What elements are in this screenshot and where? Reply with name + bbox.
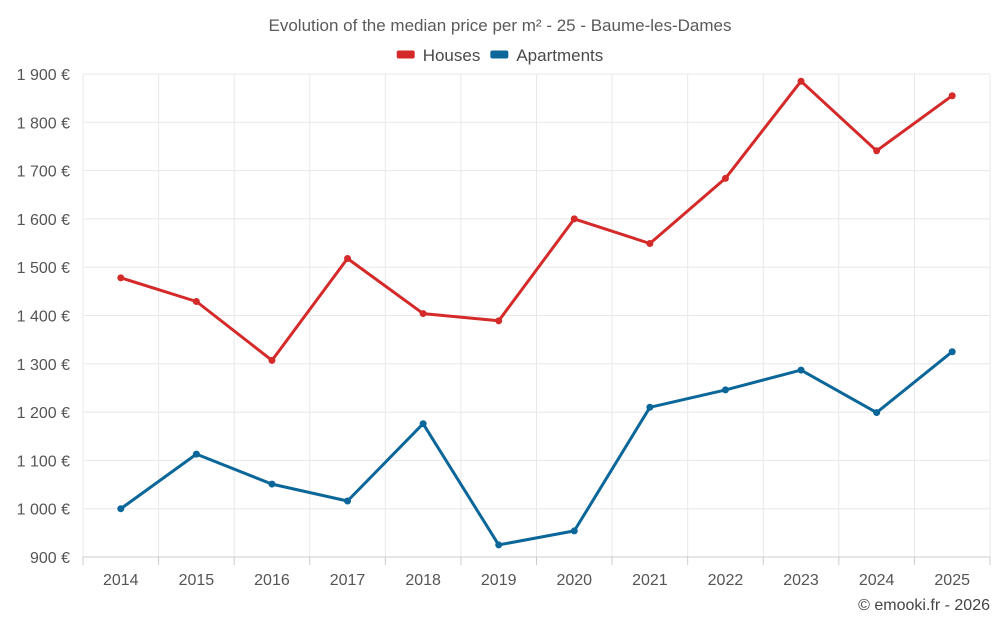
- x-tick-label: 2025: [934, 572, 970, 589]
- x-tick-label: 2022: [708, 572, 744, 589]
- grid: [82, 73, 991, 557]
- y-tick-label: 1 700 €: [17, 164, 70, 181]
- legend-swatch: [396, 50, 415, 59]
- data-point[interactable]: [570, 215, 578, 223]
- y-tick-label: 1 800 €: [17, 115, 70, 132]
- data-point[interactable]: [117, 505, 125, 513]
- legend-label: Houses: [423, 46, 481, 65]
- x-tick-label: 2018: [405, 572, 441, 589]
- data-point[interactable]: [646, 403, 654, 411]
- data-point[interactable]: [419, 310, 427, 318]
- data-point[interactable]: [192, 450, 200, 458]
- credit-text: © emooki.fr - 2026: [858, 597, 990, 614]
- legend-label: Apartments: [516, 46, 603, 65]
- x-tick-label: 2017: [330, 572, 366, 589]
- x-tick-label: 2023: [783, 572, 819, 589]
- y-tick-label: 900 €: [30, 550, 70, 567]
- legend-item-apartments[interactable]: Apartments: [490, 46, 603, 65]
- y-tick-label: 1 900 €: [17, 67, 70, 84]
- data-point[interactable]: [268, 356, 276, 364]
- y-tick-label: 1 000 €: [17, 502, 70, 519]
- data-point[interactable]: [495, 317, 503, 325]
- x-tick-label: 2015: [179, 572, 215, 589]
- x-tick-label: 2021: [632, 572, 668, 589]
- data-point[interactable]: [721, 386, 729, 394]
- legend-swatch: [490, 50, 509, 59]
- y-tick-label: 1 500 €: [17, 260, 70, 277]
- data-point[interactable]: [873, 409, 881, 417]
- data-point[interactable]: [268, 480, 276, 488]
- y-tick-label: 1 300 €: [17, 357, 70, 374]
- y-tick-label: 1 200 €: [17, 405, 70, 422]
- data-point[interactable]: [646, 240, 654, 248]
- x-tick-label: 2014: [103, 572, 139, 589]
- data-point[interactable]: [192, 297, 200, 305]
- data-point[interactable]: [797, 77, 805, 85]
- data-point[interactable]: [344, 255, 352, 263]
- data-point[interactable]: [797, 366, 805, 374]
- y-tick-label: 1 400 €: [17, 309, 70, 326]
- data-point[interactable]: [419, 420, 427, 428]
- series-layer: [117, 77, 956, 549]
- data-point[interactable]: [117, 274, 125, 282]
- data-point[interactable]: [721, 174, 729, 182]
- data-point[interactable]: [948, 348, 956, 356]
- series-apartments[interactable]: [117, 348, 956, 549]
- series-line: [119, 350, 954, 547]
- legend-item-houses[interactable]: Houses: [396, 46, 481, 65]
- x-tick-label: 2024: [859, 572, 895, 589]
- axes: 900 € 1 000 € 1 100 € 1 200 € 1 300 € 1 400 €…: [17, 67, 991, 589]
- x-tick-label: 2019: [481, 572, 517, 589]
- data-point[interactable]: [948, 92, 956, 100]
- data-point[interactable]: [344, 497, 352, 505]
- legend[interactable]: Houses Apartments: [396, 46, 604, 65]
- x-tick-label: 2020: [556, 572, 592, 589]
- series-houses[interactable]: [117, 77, 956, 364]
- data-point[interactable]: [495, 541, 503, 549]
- data-point[interactable]: [873, 147, 881, 155]
- y-tick-label: 1 100 €: [17, 453, 70, 470]
- x-tick-label: 2016: [254, 572, 290, 589]
- y-tick-label: 1 600 €: [17, 212, 70, 229]
- series-line: [120, 79, 954, 362]
- chart-title: Evolution of the median price per m² - 2…: [269, 16, 732, 35]
- data-point[interactable]: [570, 527, 578, 535]
